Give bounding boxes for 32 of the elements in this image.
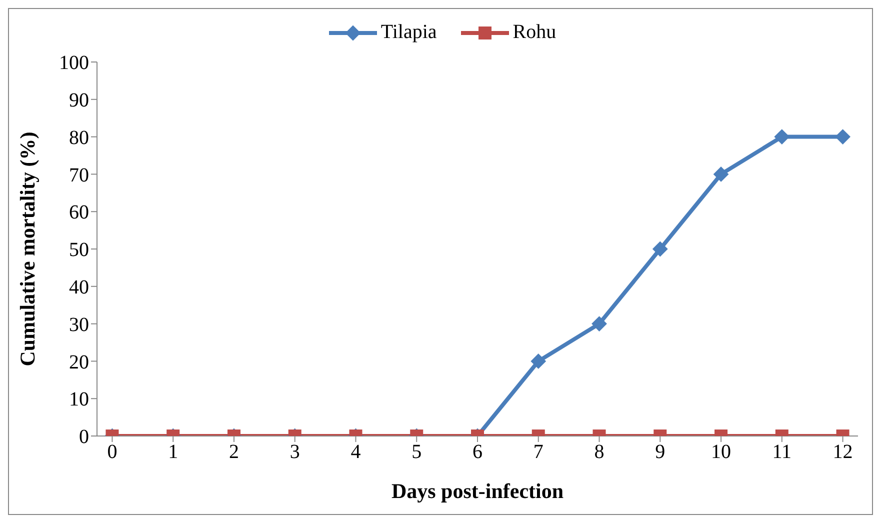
y-tick-label: 90: [69, 90, 89, 112]
x-tick-label: 4: [350, 441, 361, 464]
y-tick-label: 10: [69, 388, 89, 411]
x-tick-label: 1: [168, 441, 178, 464]
y-tick-label: 50: [69, 239, 89, 262]
point: [652, 242, 668, 256]
y-tick-label: 80: [69, 126, 89, 149]
x-tick-label: 0: [107, 441, 118, 464]
x-tick-label: 7: [533, 441, 544, 464]
point: [774, 129, 790, 144]
x-axis-title: Days post-infection: [391, 479, 564, 503]
x-tick-label: 3: [290, 441, 300, 464]
y-tick-label: 100: [59, 52, 89, 74]
y-tick-label: 20: [69, 351, 89, 374]
legend-label: Rohu: [512, 21, 556, 44]
y-tick-label: 40: [69, 276, 89, 298]
point: [835, 129, 850, 144]
point: [714, 166, 729, 182]
y-tick-label: 60: [69, 202, 89, 224]
x-tick-label: 10: [711, 441, 732, 464]
x-tick-label: 12: [832, 441, 853, 464]
x-tick-label: 6: [472, 441, 482, 464]
x-tick-label: 2: [228, 441, 239, 464]
y-tick-label: 70: [69, 164, 89, 186]
x-tick-label: 9: [655, 441, 666, 464]
x-tick-label: 8: [594, 441, 604, 464]
y-tick-label: 0: [79, 426, 89, 448]
legend-label: Tilapia: [380, 21, 437, 44]
y-axis-title: Cumulative mortality (%): [15, 132, 40, 366]
x-tick-label: 11: [772, 441, 792, 464]
y-tick-label: 30: [69, 314, 89, 336]
x-tick-label: 5: [412, 441, 422, 464]
